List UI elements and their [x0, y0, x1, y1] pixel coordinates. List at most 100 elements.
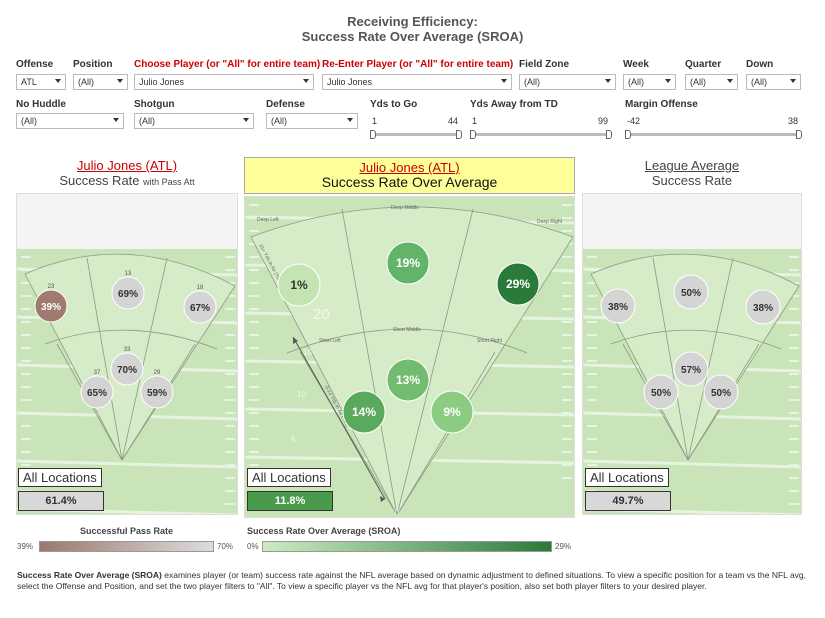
zone-short-middle-label: Short Middle [393, 327, 421, 333]
filter-position-label: Position [73, 59, 113, 70]
filter-player1-dropdown[interactable]: Julio Jones [134, 74, 314, 90]
arrow-head [380, 496, 385, 502]
right-name[interactable]: League Average [644, 158, 740, 173]
left-field-panel: 39% 23 69% 13 67% 18 70% 33 65% 37 59% 29 [16, 193, 238, 515]
filter-player1-label: Choose Player (or "All" for entire team) [134, 59, 321, 70]
zone-bubble-3[interactable] [745, 289, 781, 325]
zone-bubble-5-value: 14% [352, 405, 376, 419]
zone-bubble-1-value: 38% [608, 302, 628, 313]
slider-ydsawaytd-track[interactable] [474, 133, 608, 136]
footnote-text: examines player (or team) success rate a… [17, 570, 807, 591]
zone-deep-middle-label: Deep Middle [391, 205, 419, 211]
slider-ydsawaytd-max-handle[interactable] [606, 130, 612, 139]
filter-shotgun-dropdown[interactable]: (All) [134, 113, 254, 129]
slider-margin-max-handle[interactable] [796, 130, 802, 139]
filter-shotgun-value: (All) [139, 116, 155, 126]
zone-bubble-4-value: 57% [681, 365, 701, 376]
legend-right-gradient [262, 541, 552, 552]
zone-divider [652, 257, 689, 461]
legend-left-gradient [39, 541, 214, 552]
field-empty [17, 194, 237, 249]
left-field-svg: 39% 23 69% 13 67% 18 70% 33 65% 37 59% 29 [17, 194, 237, 514]
zone-divider [341, 208, 398, 516]
filter-nohuddle-dropdown[interactable]: (All) [16, 113, 124, 129]
slider-ydsawaytd-max: 99 [598, 116, 609, 126]
zone-bubble-3[interactable] [183, 290, 217, 324]
zone-bubble-2[interactable] [386, 241, 430, 285]
yard-line [583, 459, 801, 469]
center-subtitle: Success Rate Over Average [321, 174, 498, 190]
center-all-locations-button[interactable]: All Locations [247, 468, 331, 487]
right-field-svg: 38% 50% 38% 57% 50% 50% [583, 194, 801, 514]
filter-position-dropdown[interactable]: (All) [73, 74, 128, 90]
slider-margin-min-handle[interactable] [625, 130, 631, 139]
zone-bubble-2-value: 19% [396, 256, 420, 270]
yard-number: 15 [303, 348, 312, 357]
filter-offense-dropdown[interactable]: ATL [16, 74, 66, 90]
zone-bubble-4[interactable] [673, 351, 709, 387]
filter-week-dropdown[interactable]: (All) [623, 74, 676, 90]
zone-bubble-1[interactable] [34, 289, 68, 323]
slider-ydstogo-min-handle[interactable] [370, 130, 376, 139]
center-header-highlight [244, 157, 575, 194]
zone-bubble-6[interactable] [140, 375, 174, 409]
filter-week-value: (All) [628, 77, 644, 87]
left-player-name[interactable]: Julio Jones (ATL) [76, 158, 178, 173]
slider-ydsawaytd-label: Yds Away from TD [470, 99, 558, 110]
right-all-locations-button[interactable]: All Locations [585, 468, 669, 487]
zone-bubble-3-value: 29% [506, 277, 530, 291]
zone-deep-right-label: Deep Right [537, 219, 563, 225]
left-subtitle: Success Rate [59, 173, 140, 188]
zone-bubble-5[interactable] [342, 390, 386, 434]
slider-ydstogo-max-handle[interactable] [456, 130, 462, 139]
zone-short-right-label: Short Right [477, 338, 503, 344]
short-deep-boundary [286, 328, 528, 354]
slider-margin-track[interactable] [629, 133, 798, 136]
slider-ydsawaytd-min: 1 [472, 116, 478, 126]
footnote: Success Rate Over Average (SROA) examine… [17, 570, 812, 592]
legend-left-title: Successful Pass Rate [80, 526, 174, 536]
chevron-down-icon [347, 118, 353, 122]
filter-quarter-dropdown[interactable]: (All) [685, 74, 738, 90]
field-empty [583, 194, 801, 249]
chevron-down-icon [55, 79, 61, 83]
zone-bubble-1[interactable] [277, 263, 321, 307]
zone-bubble-1-value: 39% [41, 302, 61, 313]
zone-divider [396, 208, 474, 516]
zone-bubble-5-value: 50% [651, 388, 671, 399]
zone-bubble-3[interactable] [496, 262, 540, 306]
filter-position-value: (All) [78, 77, 94, 87]
filter-fieldzone-label: Field Zone [519, 59, 569, 70]
zone-bubble-5[interactable] [643, 374, 679, 410]
zone-divider [299, 351, 398, 516]
zone-bubble-6-value: 9% [443, 405, 461, 419]
left-all-locations-button[interactable]: All Locations [18, 468, 102, 487]
zone-bubble-6[interactable] [703, 374, 739, 410]
zone-bubble-4[interactable] [386, 358, 430, 402]
chevron-down-icon [605, 79, 611, 83]
slider-ydstogo-track[interactable] [374, 133, 458, 136]
zone-deep-left-label: Deep Left [257, 217, 279, 223]
slider-ydsawaytd-min-handle[interactable] [470, 130, 476, 139]
filter-player2-dropdown[interactable]: Julio Jones [322, 74, 512, 90]
zone-bubble-4-value: 70% [117, 365, 137, 376]
zone-bubble-3-count: 18 [197, 285, 204, 291]
filter-fieldzone-dropdown[interactable]: (All) [519, 74, 616, 90]
zone-bubble-1[interactable] [600, 288, 636, 324]
filter-defense-dropdown[interactable]: (All) [266, 113, 358, 129]
filter-down-dropdown[interactable]: (All) [746, 74, 801, 90]
center-player-name[interactable]: Julio Jones (ATL) [359, 160, 460, 175]
filter-down-value: (All) [751, 77, 767, 87]
slider-ydstogo-min: 1 [372, 116, 378, 126]
zone-bubble-5[interactable] [80, 375, 114, 409]
legend-right-min: 0% [247, 542, 259, 551]
zone-divider [86, 257, 123, 461]
short-deep-boundary [44, 329, 218, 350]
zone-bubble-3-value: 38% [753, 303, 773, 314]
zone-bubble-6[interactable] [430, 390, 474, 434]
zone-divider [396, 351, 496, 516]
zone-bubble-4[interactable] [110, 352, 144, 386]
zone-bubble-2[interactable] [111, 276, 145, 310]
footnote-bold: Success Rate Over Average (SROA) [17, 570, 162, 580]
zone-bubble-2[interactable] [673, 274, 709, 310]
